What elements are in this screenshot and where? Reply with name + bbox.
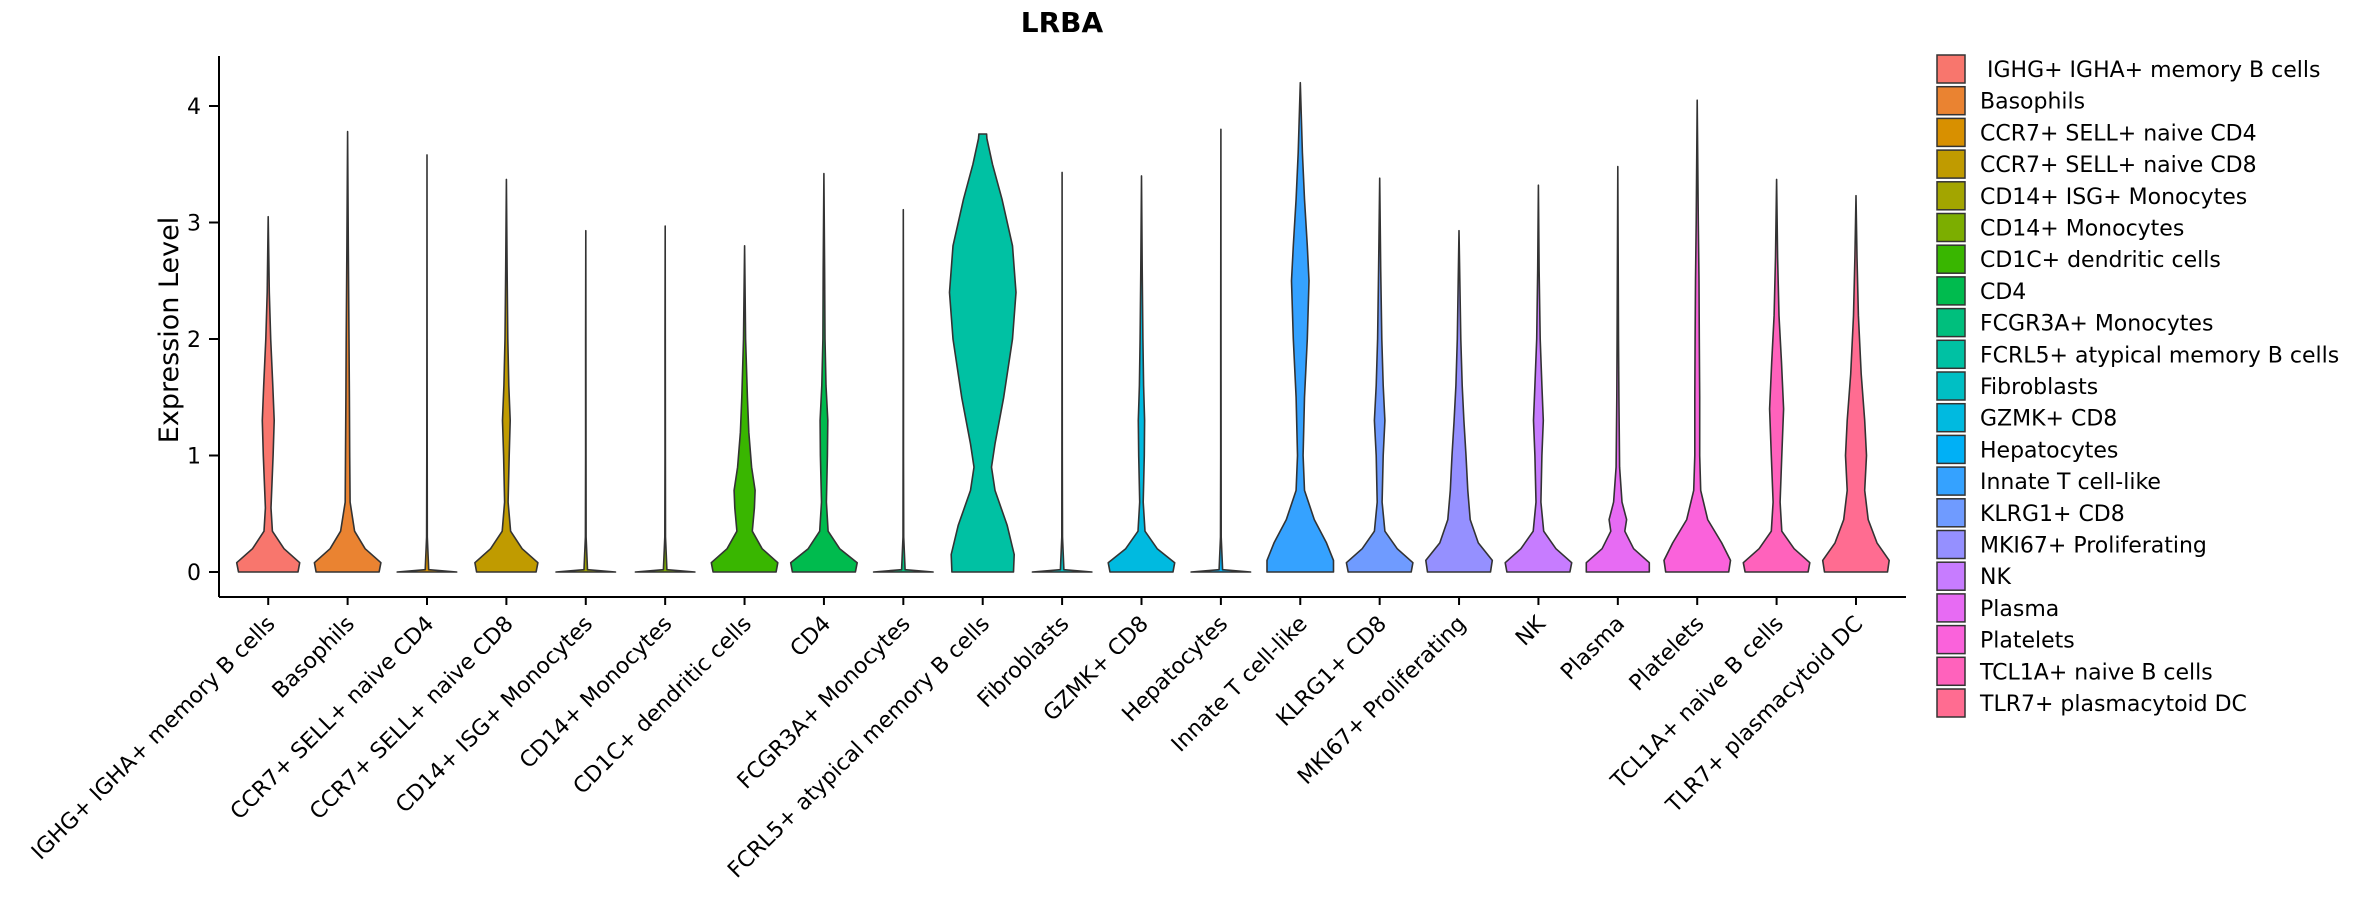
- legend-key: [1936, 117, 1966, 148]
- violin-ccr7-sell-naive-cd4: [396, 154, 458, 573]
- legend-key: [1936, 244, 1966, 274]
- x-tick-label: Platelets: [1625, 612, 1710, 697]
- violin-klrg1-cd8: [1345, 177, 1414, 573]
- legend-key: [1936, 212, 1966, 243]
- violin-ccr7-sell-naive-cd8: [474, 178, 539, 573]
- y-tick-label: 0: [187, 561, 201, 586]
- violin-cd4: [789, 172, 858, 573]
- legend-label: CCR7+ SELL+ naive CD8: [1980, 153, 2257, 178]
- violin-fcrl5-atypical-memory-b-cells: [948, 133, 1017, 573]
- legend-key: [1936, 402, 1966, 433]
- legend-label: FCRL5+ atypical memory B cells: [1980, 343, 2339, 368]
- legend-key: [1936, 624, 1966, 655]
- x-tick-label: NK: [1511, 611, 1551, 651]
- y-tick-label: 4: [187, 95, 201, 120]
- violin-mki67-proliferating: [1425, 229, 1494, 573]
- legend-label: CD14+ Monocytes: [1980, 217, 2184, 242]
- violin-cd1c-dendritic-cells: [710, 245, 779, 573]
- violin-tcl1a-naive-b-cells: [1742, 178, 1811, 573]
- y-tick-label: 3: [187, 212, 201, 237]
- legend-key: [1936, 529, 1966, 560]
- legend-key: [1936, 561, 1966, 591]
- legend-key: [1936, 307, 1966, 338]
- x-tick-label: Innate T cell-like: [1167, 612, 1313, 758]
- legend-key: [1936, 498, 1966, 528]
- legend-label: CD1C+ dendritic cells: [1980, 248, 2221, 273]
- legend-label: TCL1A+ naive B cells: [1979, 660, 2213, 685]
- legend: IGHG+ IGHA+ memory B cells Basophils CCR7+…: [1936, 54, 2339, 718]
- legend-label: NK: [1980, 565, 2011, 590]
- y-ticks: 0 1 2 3 4: [187, 95, 219, 586]
- violin-gzmk-cd8: [1107, 175, 1176, 573]
- legend-label: MKI67+ Proliferating: [1980, 534, 2207, 559]
- legend-label: CD14+ ISG+ Monocytes: [1980, 185, 2247, 210]
- legend-key: [1936, 276, 1966, 306]
- violins: [235, 81, 1890, 573]
- legend-label: KLRG1+ CD8: [1980, 502, 2125, 527]
- legend-key: [1936, 54, 1966, 84]
- violin-plasma: [1585, 165, 1651, 573]
- x-tick-label: Plasma: [1556, 612, 1630, 686]
- legend-label: Platelets: [1980, 629, 2075, 654]
- violin-basophils: [313, 130, 382, 573]
- violin-hepatocytes: [1190, 128, 1252, 573]
- legend-label: Basophils: [1980, 90, 2085, 115]
- legend-label: TLR7+ plasmacytoid DC: [1979, 692, 2247, 717]
- legend-key: [1936, 181, 1966, 211]
- legend-key: [1936, 688, 1966, 718]
- violin-innate-t-cell-like: [1266, 81, 1335, 573]
- legend-label: GZMK+ CD8: [1980, 407, 2117, 432]
- x-tick-label: IGHG+ IGHA+ memory B cells: [27, 612, 280, 865]
- legend-label: Innate T cell-like: [1980, 470, 2161, 495]
- legend-key: [1936, 656, 1966, 687]
- violin-tlr7-plasmacytoid-dc: [1821, 194, 1890, 573]
- legend-key: [1936, 149, 1966, 179]
- legend-label: FCGR3A+ Monocytes: [1980, 312, 2213, 337]
- violin-cd14-monocytes: [634, 225, 696, 573]
- violin-fibroblasts: [1031, 171, 1093, 573]
- x-tick-label: CD14+ Monocytes: [515, 612, 677, 774]
- violin-ighg-igha-memory-b-cells: [235, 215, 301, 573]
- legend-key: [1936, 85, 1966, 116]
- legend-label: CD4: [1980, 280, 2026, 305]
- legend-label: Fibroblasts: [1980, 375, 2098, 400]
- legend-key: [1936, 593, 1966, 623]
- chart-title: LRBA: [1021, 6, 1104, 39]
- violin-fcgr3a-monocytes: [872, 208, 934, 573]
- violin-cd14-isg-monocytes: [555, 229, 617, 573]
- legend-label: Plasma: [1980, 597, 2059, 622]
- violin-platelets: [1663, 99, 1732, 573]
- y-axis-title: Expression Level: [154, 217, 185, 443]
- legend-key: [1936, 466, 1966, 496]
- legend-key: [1936, 434, 1966, 465]
- x-ticks: IGHG+ IGHA+ memory B cellsBasophilsCCR7+…: [27, 597, 1868, 883]
- legend-key: [1936, 371, 1966, 401]
- legend-label: CCR7+ SELL+ naive CD4: [1980, 121, 2257, 146]
- legend-label: IGHG+ IGHA+ memory B cells: [1980, 58, 2320, 83]
- x-tick-label: CD4: [786, 612, 836, 662]
- y-tick-label: 2: [187, 328, 201, 353]
- y-tick-label: 1: [187, 445, 201, 470]
- violin-nk: [1504, 184, 1573, 573]
- legend-key: [1936, 339, 1966, 370]
- legend-label: Hepatocytes: [1980, 438, 2118, 463]
